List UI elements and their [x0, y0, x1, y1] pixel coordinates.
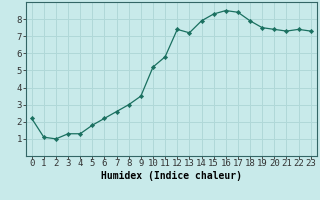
X-axis label: Humidex (Indice chaleur): Humidex (Indice chaleur) [101, 171, 242, 181]
